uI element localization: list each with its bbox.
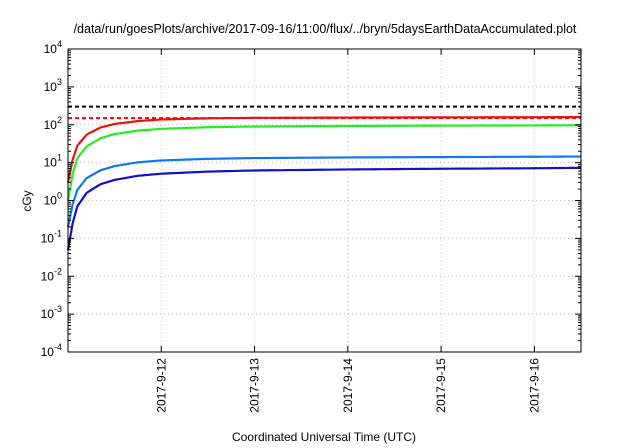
series-line xyxy=(66,115,582,183)
y-axis-label: cGy xyxy=(20,190,34,211)
y-tick-label: 101 xyxy=(44,153,62,170)
x-tick-label: 2017-9-16 xyxy=(527,358,541,413)
y-tick-label: 102 xyxy=(44,115,62,132)
x-axis-label: Coordinated Universal Time (UTC) xyxy=(232,430,416,444)
grid xyxy=(68,49,581,352)
chart-title: /data/run/goesPlots/archive/2017-09-16/1… xyxy=(74,22,577,36)
x-axis-ticks: 2017-9-12 2017-9-13 2017-9-14 2017-9-15 2017… xyxy=(154,49,541,413)
y-tick-label: 10-2 xyxy=(41,266,62,283)
y-axis-ticks: 10-4 10-3 10-2 10-1 100 101 102 103 104 xyxy=(41,39,581,359)
y-tick-label: 103 xyxy=(44,77,62,94)
series-group xyxy=(66,115,582,250)
x-tick-label: 2017-9-13 xyxy=(248,358,262,413)
series-line xyxy=(66,155,582,228)
y-tick-label: 10-4 xyxy=(41,342,62,359)
x-tick-label: 2017-9-12 xyxy=(154,358,168,413)
y-tick-label: 104 xyxy=(44,39,62,56)
y-tick-label: 10-3 xyxy=(41,304,62,321)
series-line xyxy=(66,166,582,250)
x-tick-label: 2017-9-14 xyxy=(341,358,355,413)
y-tick-label: 100 xyxy=(44,191,62,208)
y-tick-label: 10-1 xyxy=(41,228,62,245)
x-tick-label: 2017-9-15 xyxy=(434,358,448,413)
series-line xyxy=(66,124,582,201)
